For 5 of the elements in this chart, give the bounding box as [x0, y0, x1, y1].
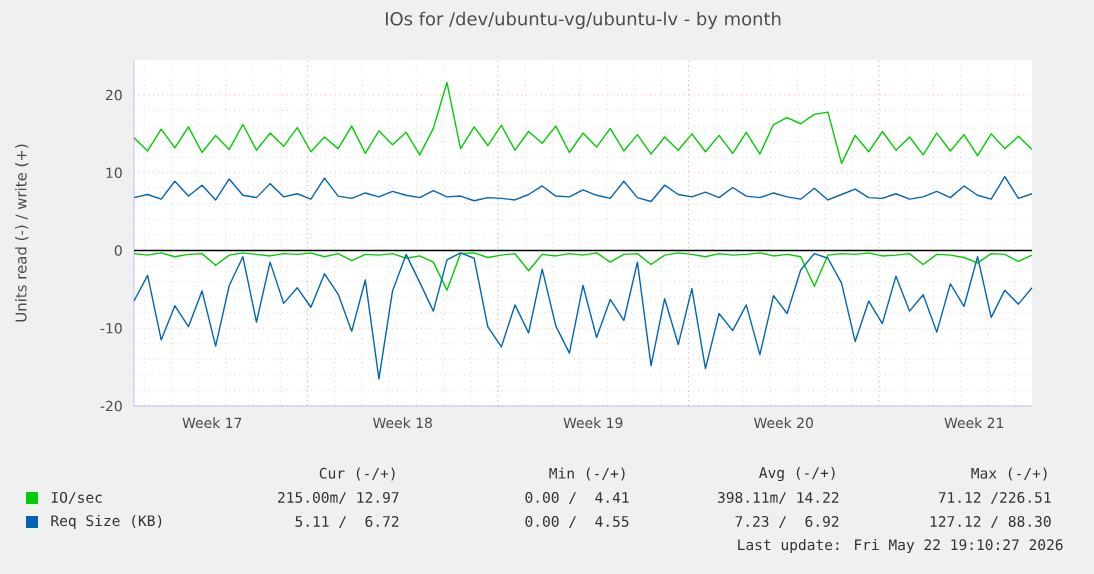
line-series	[133, 252, 1033, 291]
chart-title: IOs for /dev/ubuntu-vg/ubuntu-lv - by month	[385, 11, 781, 29]
line-series	[133, 252, 1033, 380]
line-series	[133, 175, 1033, 203]
line-series	[133, 81, 1033, 165]
